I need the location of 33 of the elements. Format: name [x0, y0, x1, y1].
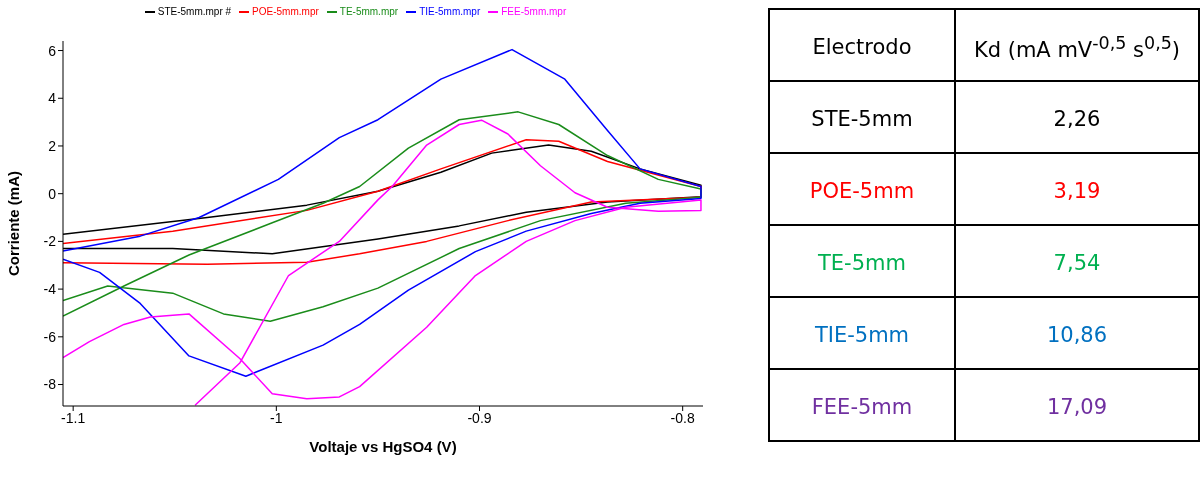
category-label: STE-5mm — [769, 81, 955, 153]
y-tick-label: -8 — [43, 376, 57, 393]
y-tick-label: 4 — [48, 90, 57, 107]
y-tick-label: -6 — [43, 328, 57, 345]
y-tick-label: -4 — [43, 281, 57, 298]
legend-label: TIE-5mm.mpr — [418, 6, 481, 17]
text: Kd (mA mV$^{-0,5}$ s$^{0,5}$) — [955, 9, 1199, 81]
legend-label: POE-5mm.mpr — [251, 6, 319, 17]
y-axis-title: Corriente (mA) — [5, 170, 23, 277]
category-label: POE-5mm — [769, 153, 955, 225]
x-tick-label: -0.8 — [670, 409, 695, 426]
x-tick-label: -0.9 — [467, 409, 492, 426]
text: 10,86 — [1046, 323, 1108, 347]
line-series — [63, 111, 702, 323]
y-tick-label: 2 — [48, 137, 57, 154]
line-series — [63, 48, 702, 377]
text: 17,09 — [1046, 395, 1108, 419]
x-tick-label: -1.1 — [61, 409, 86, 426]
y-tick-label: 6 — [48, 42, 57, 59]
y-tick-label: 0 — [48, 185, 57, 202]
text: 7,54 — [1053, 251, 1101, 275]
text: 2,26 — [1053, 107, 1101, 131]
x-tick-label: -1 — [270, 409, 283, 426]
category-label: TIE-5mm — [769, 297, 955, 369]
text: 3,19 — [1053, 179, 1101, 203]
y-tick-label: -2 — [43, 233, 57, 250]
x-axis-title: Voltaje vs HgSO4 (V) — [309, 438, 457, 455]
category-label: FEE-5mm — [769, 369, 955, 441]
legend-label: STE-5mm.mpr # — [156, 6, 232, 17]
text: Electrodo — [769, 9, 955, 81]
legend-label: TE-5mm.mpr — [338, 6, 399, 17]
legend-label: FEE-5mm.mpr — [500, 6, 567, 17]
category-label: TE-5mm — [769, 225, 955, 297]
